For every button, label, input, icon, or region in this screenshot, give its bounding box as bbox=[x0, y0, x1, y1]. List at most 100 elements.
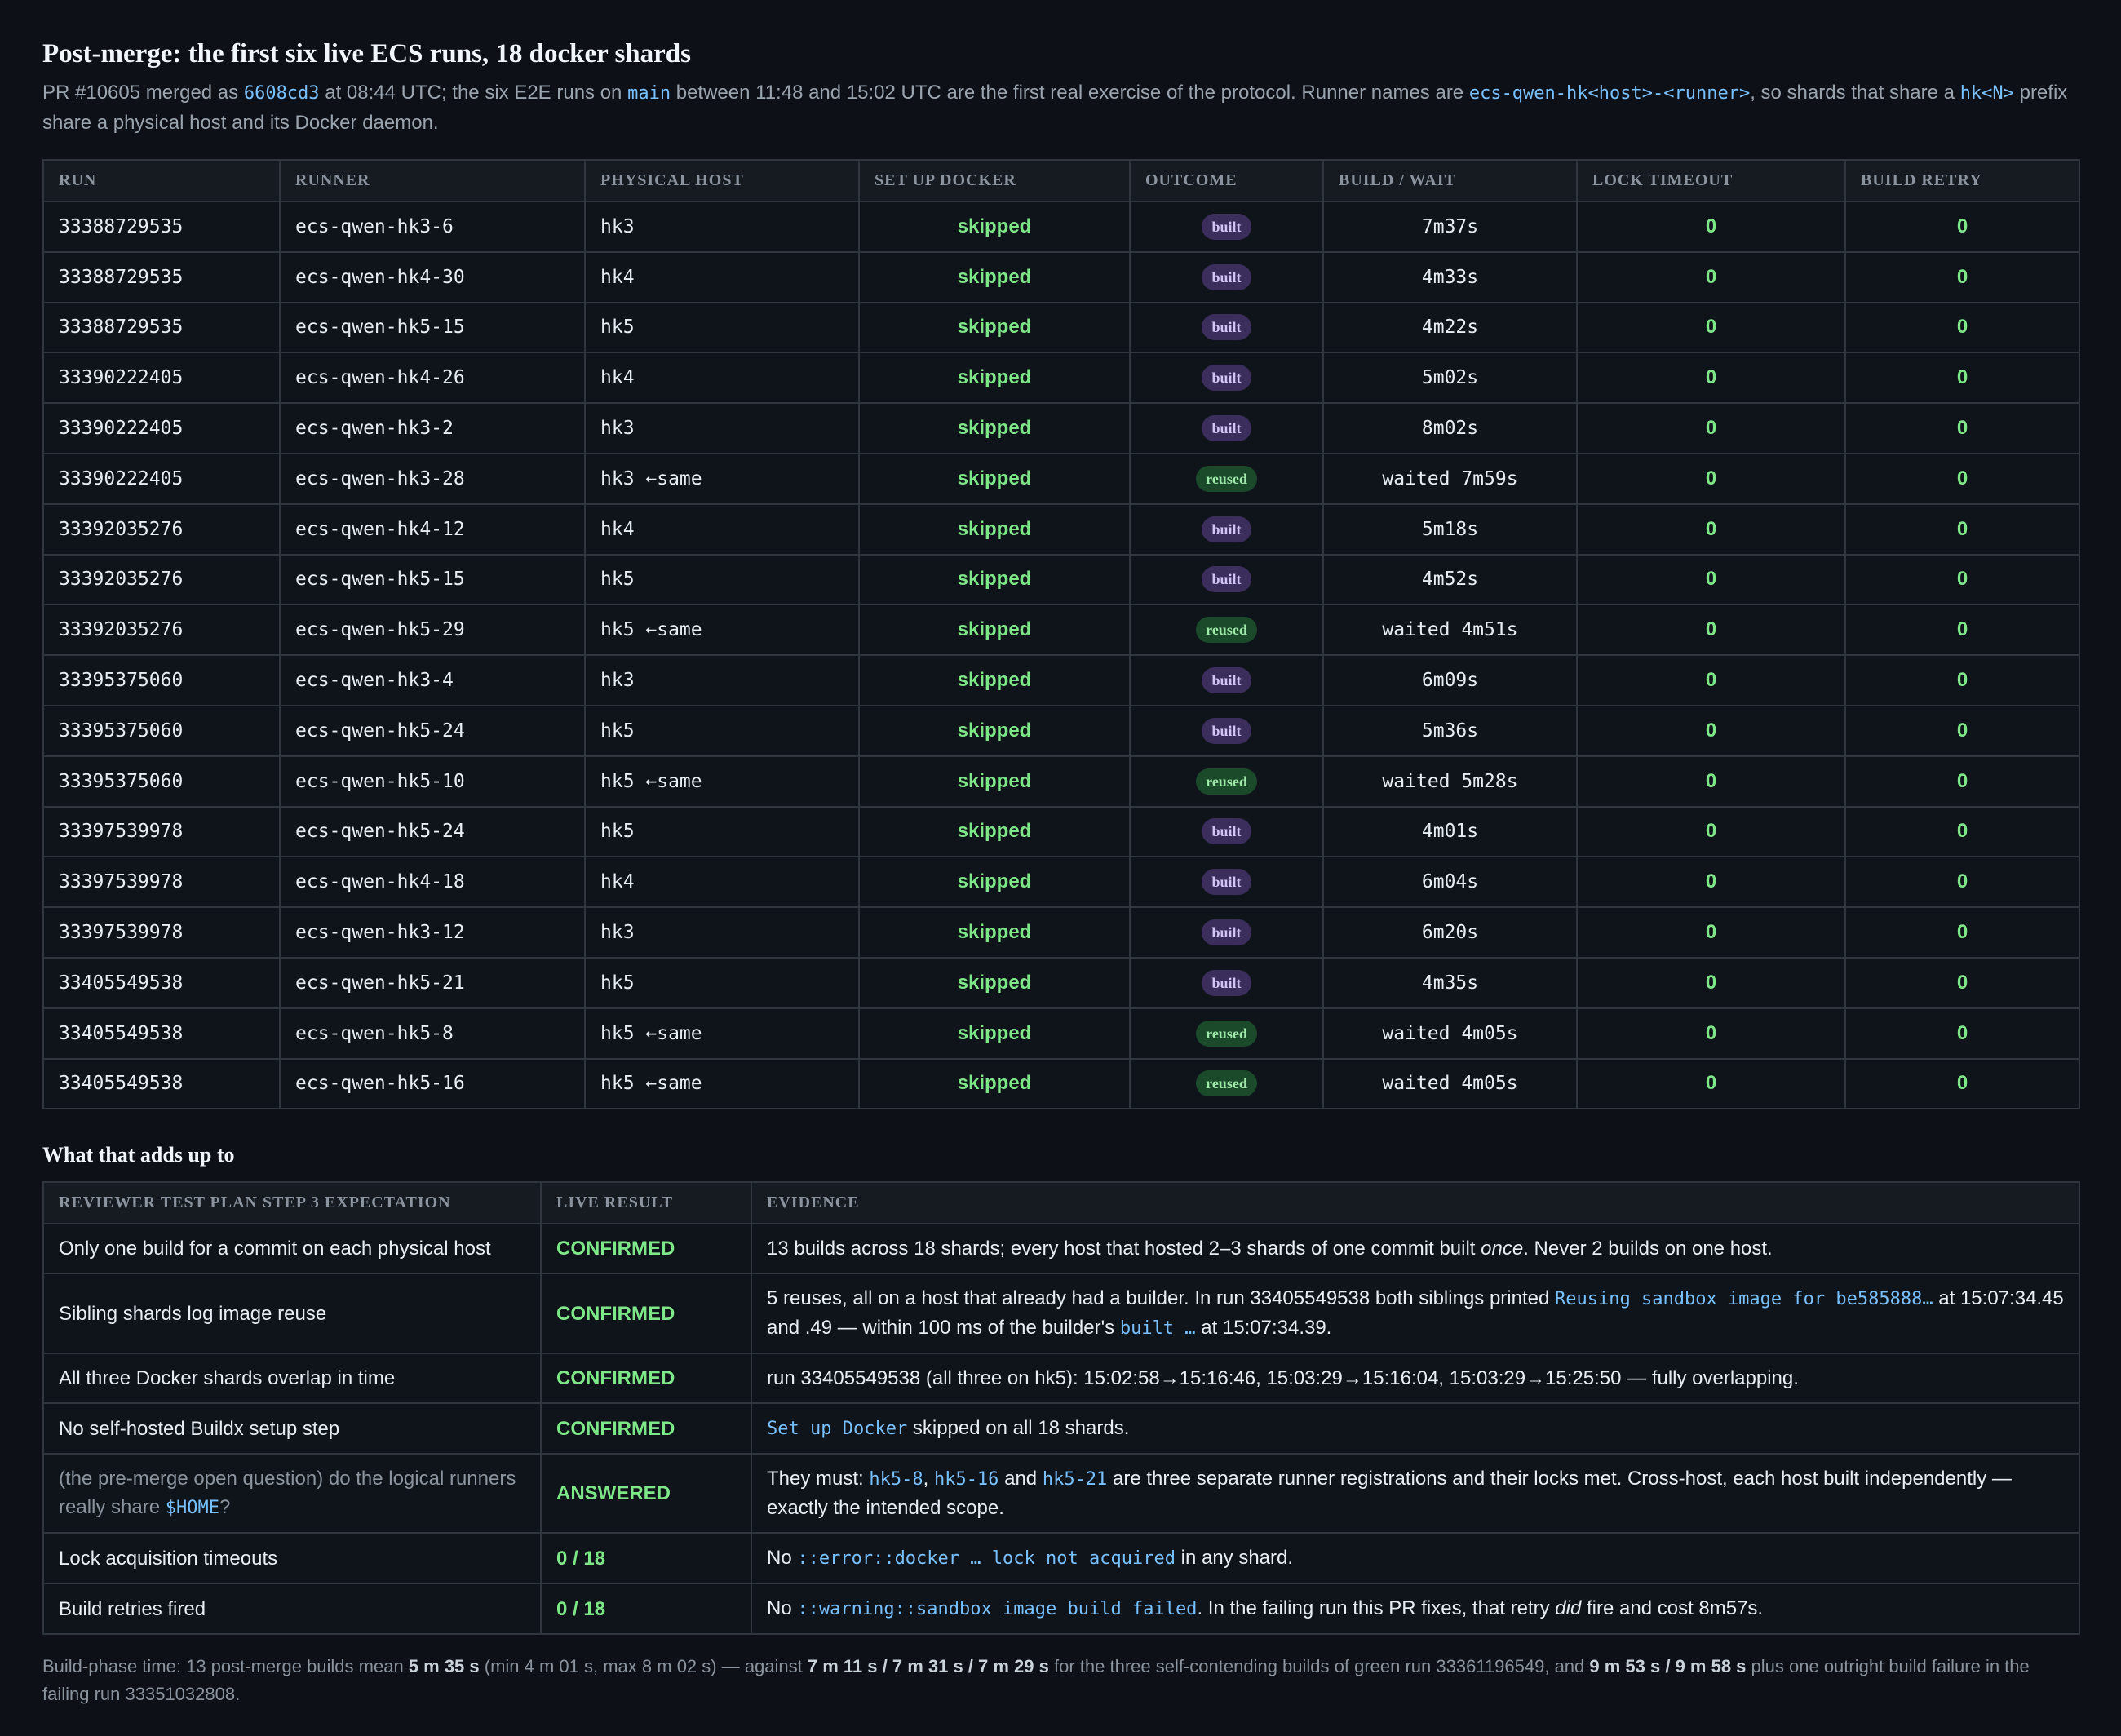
build-wait-cell: 6m04s bbox=[1322, 856, 1578, 909]
host-cell: hk4 bbox=[584, 250, 860, 303]
table-row: 33397539978 ecs-qwen-hk3-12 hk3 skipped buil… bbox=[42, 906, 2080, 959]
build-retry-cell: 0 bbox=[1844, 805, 2080, 858]
host-cell: hk5 bbox=[584, 956, 860, 1009]
setup-docker-cell: skipped bbox=[858, 956, 1131, 1009]
runner-cell: ecs-qwen-hk5-15 bbox=[279, 553, 586, 606]
result-cell: CONFIRMED bbox=[540, 1353, 752, 1405]
table-row: 33392035276 ecs-qwen-hk5-29 hk5 ←same skipp… bbox=[42, 604, 2080, 657]
runner-cell: ecs-qwen-hk3-6 bbox=[279, 201, 586, 253]
table-row: 33392035276 ecs-qwen-hk5-15 hk5 skipped buil… bbox=[42, 553, 2080, 606]
evidence-cell: Set up Docker skipped on all 18 shards. bbox=[751, 1402, 2080, 1455]
run-id-cell: 33397539978 bbox=[42, 906, 281, 959]
log-snippet: ::error::docker … lock not acquired bbox=[797, 1548, 1176, 1570]
run-id-cell: 33395375060 bbox=[42, 654, 281, 706]
table-row: 33395375060 ecs-qwen-hk3-4 hk3 skipped built… bbox=[42, 654, 2080, 706]
build-retry-cell: 0 bbox=[1844, 1007, 2080, 1060]
summary-heading: What that adds up to bbox=[42, 1143, 235, 1167]
build-retry-cell: 0 bbox=[1844, 755, 2080, 808]
build-wait-cell: 6m20s bbox=[1322, 906, 1578, 959]
outcome-badge: reused bbox=[1196, 1070, 1257, 1097]
run-id-cell: 33390222405 bbox=[42, 402, 281, 454]
outcome-badge: built bbox=[1202, 264, 1251, 290]
lock-timeout-cell: 0 bbox=[1576, 402, 1846, 454]
run-id-cell: 33388729535 bbox=[42, 250, 281, 303]
build-retry-cell: 0 bbox=[1844, 402, 2080, 454]
build-wait-cell: waited 4m51s bbox=[1322, 604, 1578, 657]
table-row: 33388729535 ecs-qwen-hk3-6 hk3 skipped built… bbox=[42, 201, 2080, 253]
outcome-badge: reused bbox=[1196, 617, 1257, 644]
run-id-cell: 33388729535 bbox=[42, 201, 281, 253]
table-row: 33395375060 ecs-qwen-hk5-24 hk5 skipped buil… bbox=[42, 704, 2080, 757]
log-snippet: ::warning::sandbox image build failed bbox=[797, 1599, 1198, 1620]
table-row: 33397539978 ecs-qwen-hk5-24 hk5 skipped buil… bbox=[42, 805, 2080, 858]
build-wait-cell: 8m02s bbox=[1322, 402, 1578, 454]
runs-table-body: 33388729535 ecs-qwen-hk3-6 hk3 skipped built… bbox=[42, 201, 2080, 1110]
outcome-cell: reused bbox=[1129, 1057, 1324, 1110]
host-cell: hk5 ←same bbox=[584, 1057, 860, 1110]
lock-timeout-cell: 0 bbox=[1576, 755, 1846, 808]
setup-docker-cell: skipped bbox=[858, 1057, 1131, 1110]
runner-pattern: ecs-qwen-hk<host>-<runner> bbox=[1468, 83, 1751, 104]
outcome-cell: built bbox=[1129, 301, 1324, 354]
expectation-cell: No self-hosted Buildx setup step bbox=[42, 1402, 542, 1455]
build-retry-cell: 0 bbox=[1844, 452, 2080, 505]
host-cell: hk3 bbox=[584, 402, 860, 454]
runner-cell: ecs-qwen-hk3-2 bbox=[279, 402, 586, 454]
page-title: Post-merge: the first six live ECS runs,… bbox=[42, 39, 691, 69]
lock-timeout-cell: 0 bbox=[1576, 654, 1846, 706]
evidence-cell: They must: hk5-8, hk5-16 and hk5-21 are … bbox=[751, 1453, 2080, 1534]
runner-cell: ecs-qwen-hk3-28 bbox=[279, 452, 586, 505]
lock-timeout-cell: 0 bbox=[1576, 906, 1846, 959]
result-cell: 0 / 18 bbox=[540, 1532, 752, 1585]
table-row: 33392035276 ecs-qwen-hk4-12 hk4 skipped buil… bbox=[42, 503, 2080, 556]
runner-cell: ecs-qwen-hk4-26 bbox=[279, 352, 586, 405]
page: Post-merge: the first six live ECS runs,… bbox=[42, 38, 2080, 1708]
table-row: 33405549538 ecs-qwen-hk5-8 hk5 ←same skippe… bbox=[42, 1007, 2080, 1060]
outcome-cell: reused bbox=[1129, 604, 1324, 657]
branch-name: main bbox=[627, 83, 671, 104]
col-header-live-result: LIVE RESULT bbox=[540, 1181, 752, 1225]
setup-docker-cell: skipped bbox=[858, 553, 1131, 606]
host-cell: hk4 bbox=[584, 352, 860, 405]
outcome-badge: built bbox=[1202, 415, 1251, 442]
home-var: $HOME bbox=[165, 1498, 219, 1519]
evidence-cell: 13 builds across 18 shards; every host t… bbox=[751, 1223, 2080, 1275]
outcome-cell: reused bbox=[1129, 1007, 1324, 1060]
log-snippet: Reusing sandbox image for be585888… bbox=[1555, 1289, 1933, 1310]
build-wait-cell: waited 7m59s bbox=[1322, 452, 1578, 505]
host-cell: hk4 bbox=[584, 856, 860, 909]
expectation-cell: Lock acquisition timeouts bbox=[42, 1532, 542, 1585]
outcome-cell: built bbox=[1129, 654, 1324, 706]
runner-cell: ecs-qwen-hk5-29 bbox=[279, 604, 586, 657]
col-header-runner: RUNNER bbox=[279, 159, 586, 202]
build-wait-cell: 5m02s bbox=[1322, 352, 1578, 405]
outcome-badge: built bbox=[1202, 667, 1251, 694]
runner-cell: ecs-qwen-hk3-12 bbox=[279, 906, 586, 959]
outcome-cell: built bbox=[1129, 906, 1324, 959]
lock-timeout-cell: 0 bbox=[1576, 704, 1846, 757]
table-row: 33388729535 ecs-qwen-hk4-30 hk4 skipped buil… bbox=[42, 250, 2080, 303]
col-header-host: PHYSICAL HOST bbox=[584, 159, 860, 202]
setup-docker-cell: skipped bbox=[858, 1007, 1131, 1060]
col-header-expectation: REVIEWER TEST PLAN STEP 3 EXPECTATION bbox=[42, 1181, 542, 1225]
setup-docker-cell: skipped bbox=[858, 755, 1131, 808]
runner-cell: ecs-qwen-hk5-8 bbox=[279, 1007, 586, 1060]
setup-docker-cell: skipped bbox=[858, 503, 1131, 556]
host-cell: hk4 bbox=[584, 503, 860, 556]
outcome-cell: built bbox=[1129, 352, 1324, 405]
build-retry-cell: 0 bbox=[1844, 503, 2080, 556]
lock-timeout-cell: 0 bbox=[1576, 201, 1846, 253]
outcome-badge: reused bbox=[1196, 768, 1257, 795]
table-row: Build retries fired 0 / 18 No ::warning:… bbox=[42, 1583, 2080, 1636]
run-id-cell: 33405549538 bbox=[42, 1057, 281, 1110]
build-retry-cell: 0 bbox=[1844, 956, 2080, 1009]
runs-table: RUN RUNNER PHYSICAL HOST SET UP DOCKER O… bbox=[42, 159, 2080, 1110]
evidence-cell: 5 reuses, all on a host that already had… bbox=[751, 1273, 2080, 1355]
setup-docker-cell: skipped bbox=[858, 201, 1131, 253]
lock-timeout-cell: 0 bbox=[1576, 805, 1846, 858]
intro-paragraph: PR #10605 merged as 6608cd3 at 08:44 UTC… bbox=[42, 82, 2068, 134]
build-retry-cell: 0 bbox=[1844, 250, 2080, 303]
table-row: 33390222405 ecs-qwen-hk3-28 hk3 ←same skipp… bbox=[42, 452, 2080, 505]
table-row: All three Docker shards overlap in time … bbox=[42, 1353, 2080, 1405]
table-row: 33397539978 ecs-qwen-hk4-18 hk4 skipped buil… bbox=[42, 856, 2080, 909]
